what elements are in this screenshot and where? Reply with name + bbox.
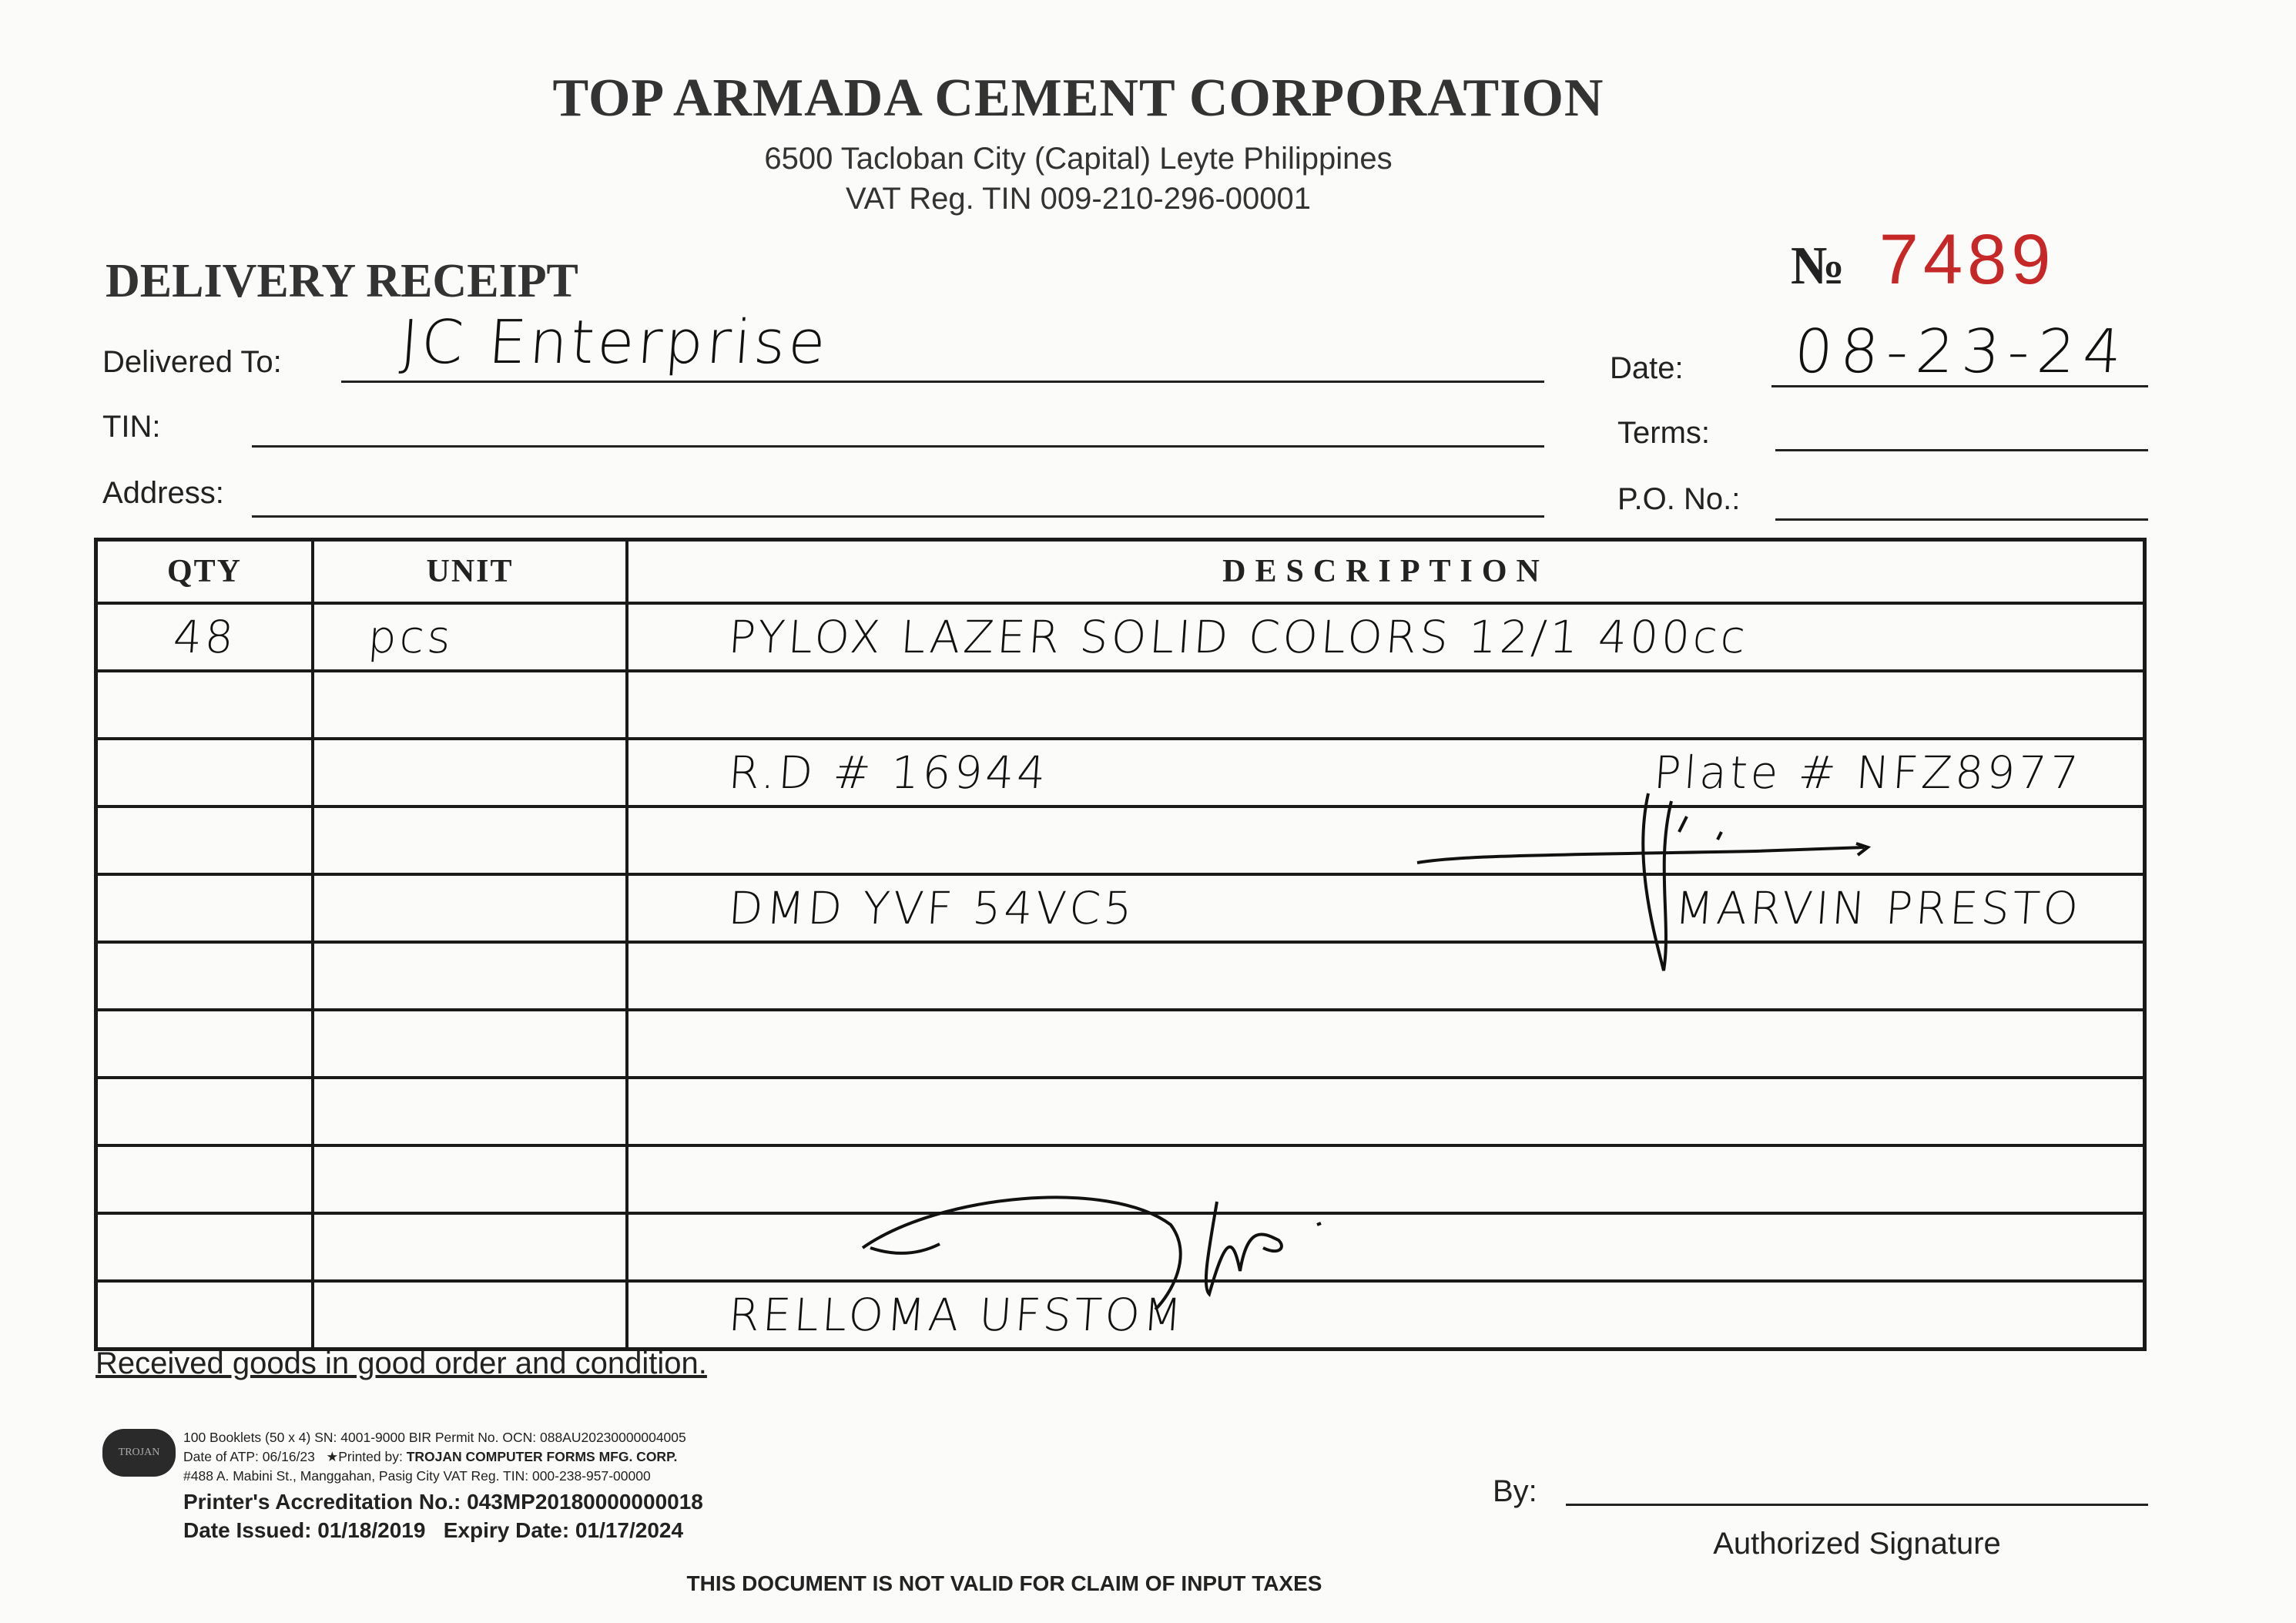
qty-cell[interactable] — [93, 739, 316, 806]
unit-cell[interactable] — [310, 1078, 630, 1145]
description-cell[interactable] — [625, 805, 2147, 876]
items-table: QTY UNIT DESCRIPTION 48 pcs PYLOX LAZER SO… — [93, 538, 2147, 1351]
address-line — [252, 515, 1544, 518]
form-number-block: № 7489 — [1791, 220, 2055, 300]
unit-cell[interactable]: pcs — [310, 603, 630, 671]
terms-label: Terms: — [1617, 416, 1710, 450]
number-label: № — [1791, 236, 1845, 296]
printer-accreditation: Printer's Accreditation No.: 043MP201800… — [183, 1490, 703, 1514]
printer-logo-text: TROJAN — [118, 1447, 160, 1458]
table-row — [93, 1212, 2147, 1283]
table-row: DMD YVF 54VC5 MARVIN PRESTO — [93, 873, 2147, 944]
company-name: TOP ARMADA CEMENT CORPORATION — [552, 69, 1604, 128]
company-address: 6500 Tacloban City (Capital) Leyte Phili… — [764, 142, 1393, 176]
description-cell[interactable]: DMD YVF 54VC5 MARVIN PRESTO — [625, 873, 2147, 944]
description-cell[interactable]: RELLOMA UFSTOM — [625, 1279, 2147, 1351]
header-description: DESCRIPTION — [625, 538, 2147, 605]
date-line — [1771, 385, 2148, 387]
unit-cell[interactable] — [310, 1145, 630, 1213]
qty-cell[interactable] — [93, 1010, 316, 1078]
description-text: R.D # 16944 — [726, 746, 1051, 799]
description-text: PYLOX LAZER SOLID COLORS 12/1 400cc — [726, 611, 1751, 663]
unit-cell[interactable] — [310, 1010, 630, 1078]
table-row — [93, 669, 2147, 740]
company-vat-tin: VAT Reg. TIN 009-210-296-00001 — [845, 182, 1312, 216]
form-number: 7489 — [1879, 220, 2056, 299]
authorized-signature-line — [1566, 1504, 2148, 1506]
qty-cell[interactable] — [93, 1281, 316, 1350]
driver-signature — [1416, 793, 1872, 971]
description-cell[interactable] — [625, 1008, 2147, 1079]
po-label: P.O. No.: — [1617, 482, 1741, 516]
description-cell[interactable] — [625, 1076, 2147, 1147]
description-text: DMD YVF 54VC5 — [726, 882, 1137, 934]
description-cell[interactable]: PYLOX LAZER SOLID COLORS 12/1 400cc — [625, 602, 2147, 672]
tin-line — [252, 445, 1544, 448]
unit-cell[interactable] — [310, 806, 630, 874]
qty-cell[interactable] — [93, 1213, 316, 1281]
unit-cell[interactable] — [310, 942, 630, 1010]
table-row — [93, 805, 2147, 876]
description-cell[interactable] — [625, 941, 2147, 1011]
unit-cell[interactable] — [310, 874, 630, 942]
description-right-text — [2080, 611, 2083, 663]
qty-cell[interactable] — [93, 671, 316, 739]
authorized-signature-label: Authorized Signature — [1713, 1527, 2001, 1561]
unit-cell[interactable] — [310, 1281, 630, 1350]
delivered-to-label: Delivered To: — [102, 345, 282, 379]
qty-cell[interactable]: 48 — [93, 603, 316, 671]
printer-logo: TROJAN — [102, 1429, 176, 1477]
unit-cell[interactable] — [310, 1213, 630, 1281]
printer-name: TROJAN COMPUTER FORMS MFG. CORP. — [406, 1449, 678, 1464]
tin-label: TIN: — [102, 410, 161, 444]
header-unit: UNIT — [311, 538, 628, 605]
date-label: Date: — [1610, 351, 1684, 385]
unit-cell[interactable] — [310, 671, 630, 739]
atp-date: Date of ATP: 06/16/23 — [183, 1449, 315, 1464]
printer-line-2: Date of ATP: 06/16/23 ★Printed by: TROJA… — [183, 1447, 703, 1467]
table-row: 48 pcs PYLOX LAZER SOLID COLORS 12/1 400cc — [93, 602, 2147, 672]
qty-cell[interactable] — [93, 806, 316, 874]
printer-info: 100 Booklets (50 x 4) SN: 4001-9000 BIR … — [183, 1428, 703, 1544]
address-label: Address: — [102, 476, 224, 510]
terms-line — [1775, 449, 2148, 451]
printed-by-label: ★Printed by: — [326, 1449, 403, 1464]
date-field[interactable]: 08-23-24 — [1792, 317, 2132, 387]
form-title: DELIVERY RECEIPT — [106, 255, 578, 307]
qty-cell[interactable] — [93, 1078, 316, 1145]
table-header-row: QTY UNIT DESCRIPTION — [94, 538, 2147, 605]
description-cell[interactable] — [625, 1212, 2147, 1283]
description-cell[interactable] — [625, 1144, 2147, 1215]
qty-cell[interactable] — [93, 942, 316, 1010]
po-line — [1775, 518, 2148, 521]
disclaimer: THIS DOCUMENT IS NOT VALID FOR CLAIM OF … — [686, 1571, 1322, 1595]
table-row: RELLOMA UFSTOM — [93, 1279, 2147, 1351]
receiver-signature — [861, 1195, 1322, 1311]
delivered-to-line — [341, 381, 1544, 383]
description-right-text — [2080, 1289, 2083, 1341]
delivered-to-field[interactable]: JC Enterprise — [397, 308, 831, 377]
qty-cell[interactable] — [93, 1145, 316, 1213]
description-cell[interactable]: R.D # 16944 Plate # NFZ8977 — [625, 737, 2147, 808]
table-row — [93, 1008, 2147, 1079]
printer-line-1: 100 Booklets (50 x 4) SN: 4001-9000 BIR … — [183, 1430, 686, 1445]
table-row — [93, 941, 2147, 1011]
printer-line-3: #488 A. Mabini St., Manggahan, Pasig Cit… — [183, 1468, 651, 1484]
received-statement: Received goods in good order and conditi… — [96, 1346, 707, 1380]
unit-cell[interactable] — [310, 739, 630, 806]
table-row: R.D # 16944 Plate # NFZ8977 — [93, 737, 2147, 808]
description-cell[interactable] — [625, 669, 2147, 740]
qty-cell[interactable] — [93, 874, 316, 942]
by-label: By: — [1493, 1474, 1537, 1508]
printer-dates: Date Issued: 01/18/2019 Expiry Date: 01/… — [183, 1518, 684, 1542]
header-qty: QTY — [94, 538, 314, 605]
table-row — [93, 1076, 2147, 1147]
table-row — [93, 1144, 2147, 1215]
